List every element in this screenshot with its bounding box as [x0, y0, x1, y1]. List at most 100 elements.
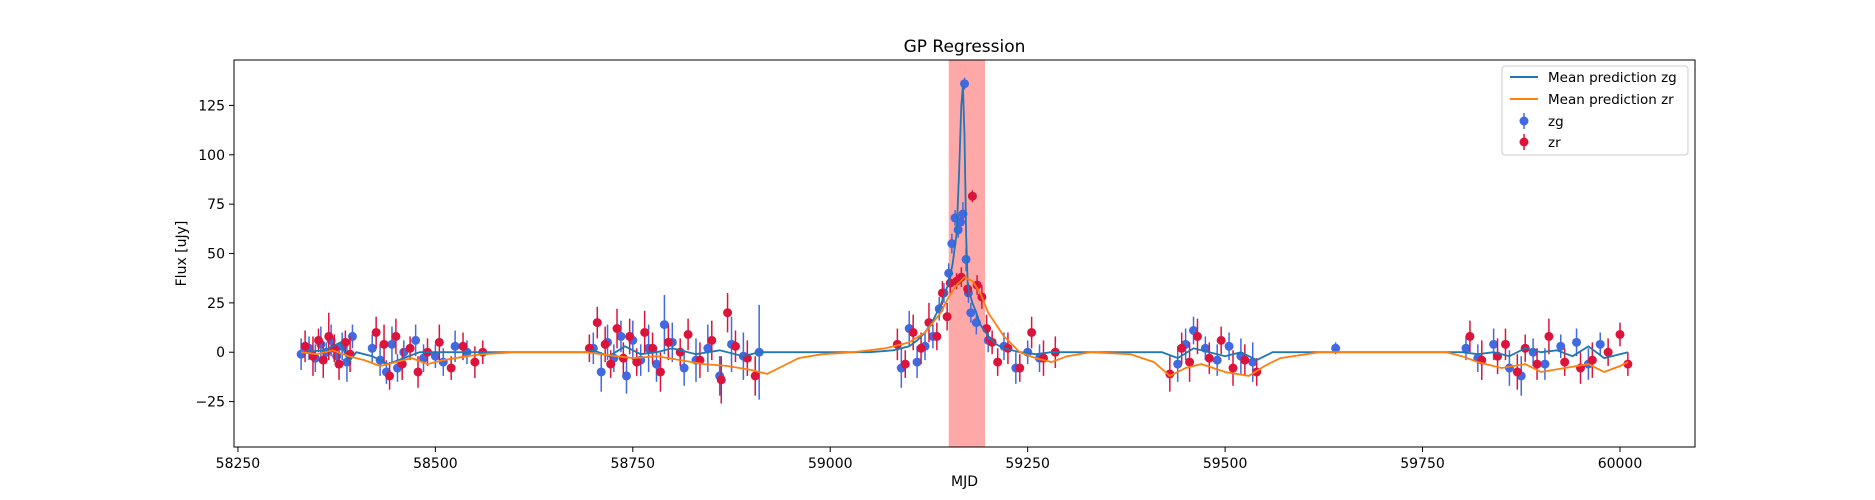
- zr-point: [300, 341, 310, 351]
- zr-point: [716, 375, 726, 385]
- zg-point: [652, 359, 662, 369]
- zg-point: [621, 371, 631, 381]
- zr-point: [1500, 339, 1510, 349]
- zg-point: [1224, 341, 1234, 351]
- zr-point: [632, 357, 642, 367]
- legend-label-zr: zr: [1548, 135, 1561, 151]
- zg-point: [616, 331, 626, 341]
- zr-point: [1623, 359, 1633, 369]
- zr-point: [391, 331, 401, 341]
- y-tick-label: 25: [207, 296, 225, 312]
- legend-label-zr-line: Mean prediction zr: [1548, 92, 1674, 108]
- zr-point: [663, 337, 673, 347]
- zr-point: [908, 327, 918, 337]
- y-tick-label: −25: [195, 395, 225, 411]
- zr-point: [1185, 357, 1195, 367]
- x-tick-label: 60000: [1598, 456, 1643, 472]
- zr-point: [470, 357, 480, 367]
- y-tick-label: 50: [207, 247, 225, 263]
- x-axis-ticks: 58250 58500 58750 59000 59250 59500 59750 60000: [216, 447, 1643, 472]
- zr-point: [655, 367, 665, 377]
- legend-label-zg: zg: [1548, 114, 1564, 130]
- zr-point: [1587, 355, 1597, 365]
- zg-point: [1461, 343, 1471, 353]
- zg-point: [703, 343, 713, 353]
- zr-point: [434, 337, 444, 347]
- zg-point: [367, 343, 377, 353]
- zr-point: [592, 318, 602, 328]
- x-tick-label: 58250: [216, 456, 261, 472]
- x-axis-label: MJD: [951, 474, 978, 490]
- zg-point: [411, 335, 421, 345]
- zr-point: [314, 335, 324, 345]
- zr-point: [942, 312, 952, 322]
- y-axis-ticks: −25 0 25 50 75 100 125: [195, 98, 234, 411]
- y-tick-label: 0: [216, 345, 225, 361]
- zg-point: [1212, 355, 1222, 365]
- zr-point: [413, 367, 423, 377]
- zr-point: [318, 355, 328, 365]
- zg-point: [1173, 359, 1183, 369]
- zr-point: [987, 337, 997, 347]
- zr-point: [1544, 331, 1554, 341]
- zr-point: [612, 324, 622, 334]
- zr-point: [1027, 327, 1037, 337]
- zg-point: [387, 339, 397, 349]
- zr-point: [600, 339, 610, 349]
- x-tick-label: 58500: [413, 456, 458, 472]
- zr-point: [446, 363, 456, 373]
- zr-point: [1228, 363, 1238, 373]
- legend-swatch-zg-marker: [1519, 116, 1529, 126]
- zr-point: [932, 331, 942, 341]
- legend-swatch-zr-marker: [1519, 137, 1529, 147]
- zr-point: [458, 341, 468, 351]
- zr-point: [1192, 331, 1202, 341]
- zg-point: [953, 225, 963, 235]
- zr-point: [723, 308, 733, 318]
- zr-point: [683, 329, 693, 339]
- x-tick-label: 59250: [1005, 456, 1050, 472]
- zr-point: [993, 357, 1003, 367]
- y-axis-label: Flux [uJy]: [174, 221, 190, 287]
- zg-point: [1540, 359, 1550, 369]
- zr-point: [707, 335, 717, 345]
- line-layer: [300, 85, 1629, 377]
- series-zr-points: [300, 190, 1633, 404]
- zr-point: [1015, 363, 1025, 373]
- zg-point: [1331, 343, 1341, 353]
- zr-point: [1615, 329, 1625, 339]
- zg-point: [1489, 339, 1499, 349]
- zr-point: [1465, 331, 1475, 341]
- zg-point: [679, 363, 689, 373]
- zr-point: [648, 343, 658, 353]
- zg-point: [966, 308, 976, 318]
- zr-point: [1532, 359, 1542, 369]
- zg-point: [659, 320, 669, 330]
- zg-point: [596, 367, 606, 377]
- zg-point: [912, 357, 922, 367]
- zr-point: [340, 337, 350, 347]
- zr-point: [640, 327, 650, 337]
- zr-point: [1560, 357, 1570, 367]
- zr-point: [916, 343, 926, 353]
- zr-point: [1603, 347, 1613, 357]
- zr-point: [730, 341, 740, 351]
- x-tick-label: 58750: [611, 456, 656, 472]
- line-mean-prediction-zr: [300, 276, 1629, 377]
- zr-point: [963, 284, 973, 294]
- zr-point: [900, 359, 910, 369]
- zr-point: [1216, 335, 1226, 345]
- chart-title: GP Regression: [904, 37, 1026, 57]
- zr-point: [1240, 355, 1250, 365]
- zr-point: [606, 359, 616, 369]
- zr-point: [385, 371, 395, 381]
- legend: Mean prediction zg Mean prediction zr zg…: [1501, 65, 1689, 156]
- zr-point: [379, 339, 389, 349]
- zr-point: [972, 280, 982, 290]
- y-tick-label: 100: [198, 148, 225, 164]
- legend-box: [1501, 65, 1689, 156]
- y-tick-label: 125: [198, 98, 225, 114]
- x-tick-label: 59750: [1400, 456, 1445, 472]
- zg-point: [960, 79, 969, 89]
